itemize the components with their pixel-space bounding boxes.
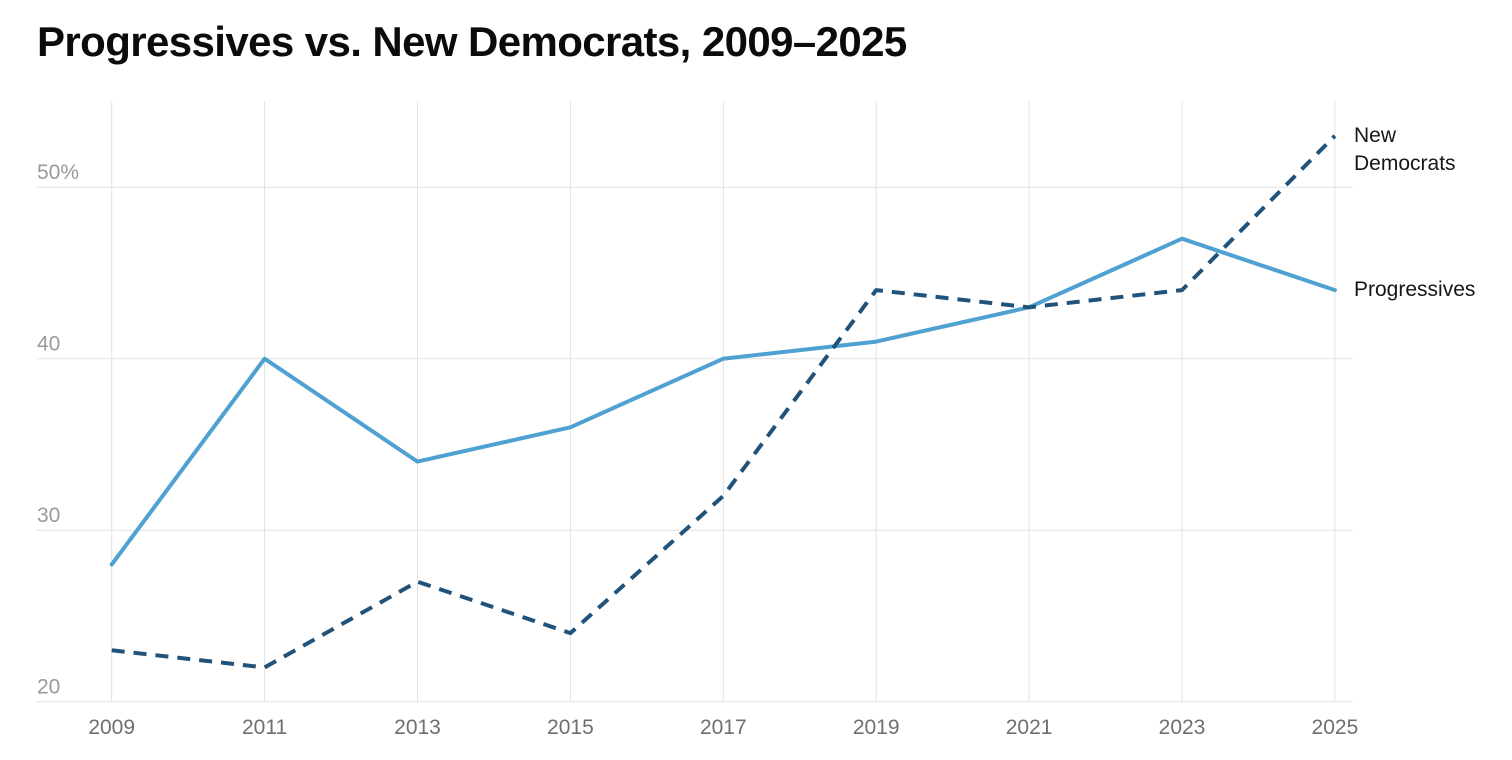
series-label-line: Progressives [1354, 278, 1476, 301]
x-tick-label: 2017 [700, 716, 747, 739]
y-tick-label: 50% [37, 161, 79, 184]
series-line-progressives [109, 236, 1337, 567]
chart-title: Progressives vs. New Democrats, 2009–202… [37, 18, 907, 65]
series-label-progressives: Progressives [1354, 276, 1504, 304]
series-label-line: Democrats [1354, 152, 1456, 175]
x-tick-label: 2021 [1006, 716, 1053, 739]
x-tick-label: 2013 [394, 716, 441, 739]
x-tick-label: 2015 [547, 716, 594, 739]
x-tick-label: 2023 [1159, 716, 1206, 739]
x-tick-label: 2025 [1312, 716, 1359, 739]
series-label-new-democrats: New Democrats [1354, 122, 1504, 178]
x-tick-label: 2011 [242, 716, 287, 739]
y-tick-label: 30 [37, 504, 60, 527]
y-tick-label: 20 [37, 676, 60, 699]
x-tick-label: 2019 [853, 716, 900, 739]
series-label-line: New [1354, 124, 1397, 147]
x-tick-label: 2009 [88, 716, 135, 739]
y-tick-label: 40 [37, 333, 60, 356]
